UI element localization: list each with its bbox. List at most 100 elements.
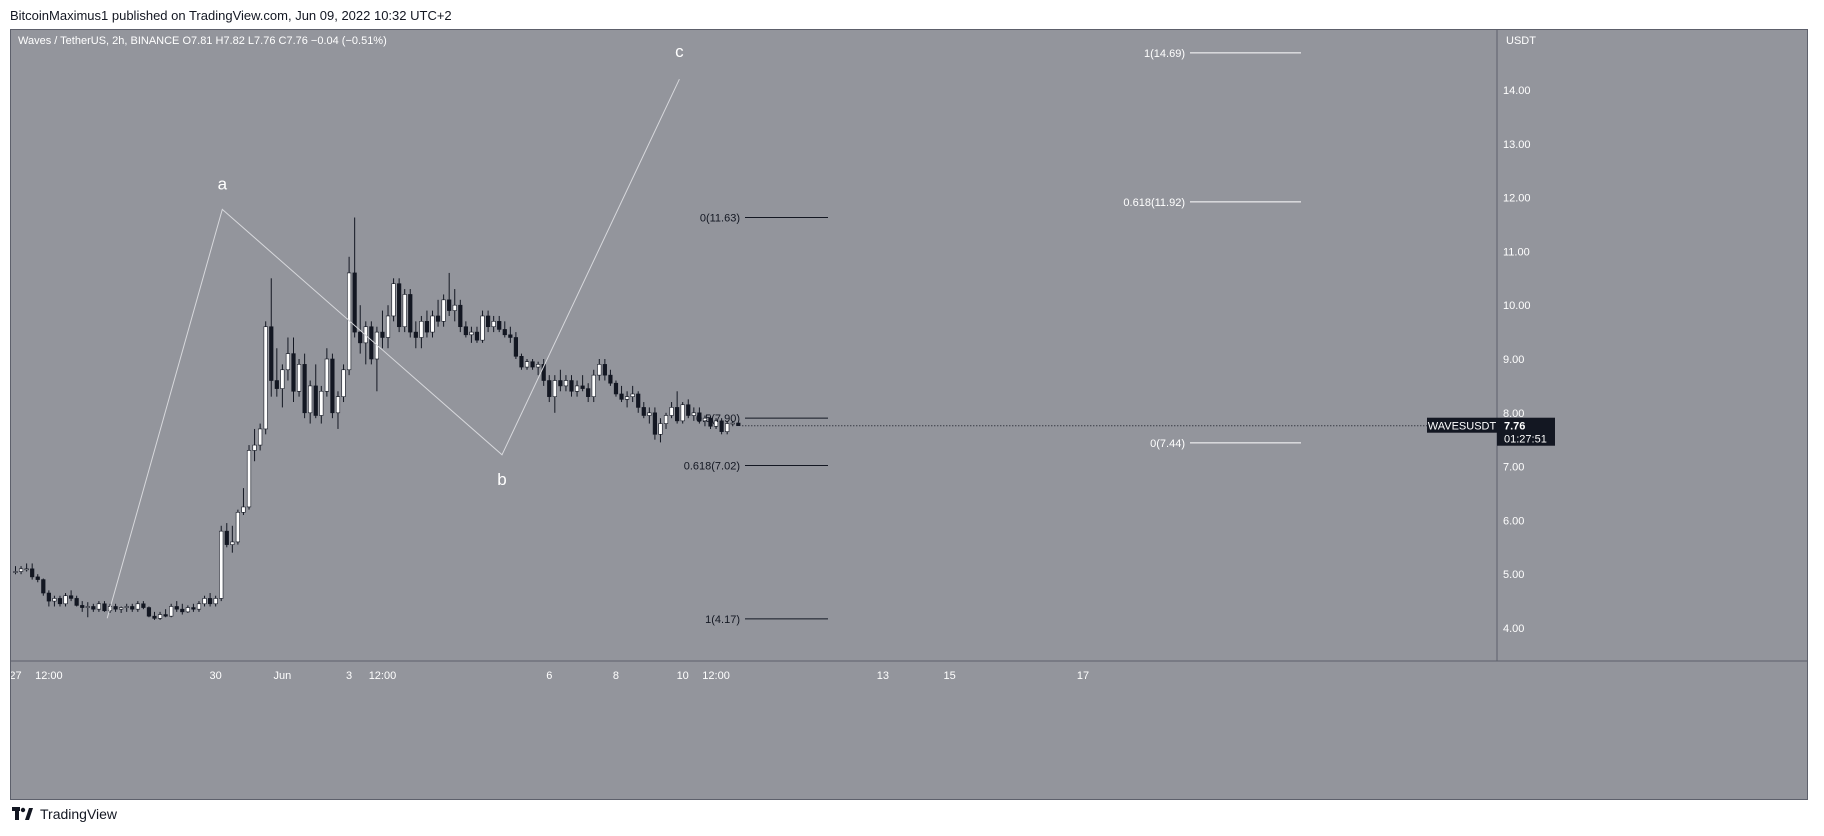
x-tick-label: 3 bbox=[346, 670, 352, 682]
candle-body bbox=[658, 423, 663, 435]
candle-body bbox=[196, 603, 202, 610]
candle-body bbox=[213, 598, 218, 605]
x-tick-label: 13 bbox=[877, 670, 889, 682]
candle-body bbox=[508, 334, 513, 338]
candle-body bbox=[385, 315, 391, 338]
fib-level-label: 0.5(7.90) bbox=[696, 413, 740, 425]
fib-level-label: 0(11.63) bbox=[700, 213, 740, 225]
candle-body bbox=[352, 272, 357, 333]
candle-body bbox=[102, 603, 107, 612]
candle-body bbox=[669, 407, 674, 416]
candle-body bbox=[130, 606, 135, 610]
candle-body bbox=[480, 315, 485, 341]
candle-body bbox=[680, 404, 685, 422]
candle-body bbox=[313, 385, 318, 416]
candle-body bbox=[613, 382, 619, 395]
candle-body bbox=[485, 315, 491, 328]
candle-body bbox=[280, 369, 285, 389]
candle-body bbox=[18, 568, 24, 572]
candle-body bbox=[413, 331, 418, 338]
candle-body bbox=[163, 614, 168, 617]
candle-body bbox=[608, 374, 613, 384]
candle-body bbox=[469, 331, 474, 336]
candle-body bbox=[708, 417, 713, 427]
symbol-info-part: L bbox=[248, 35, 254, 47]
fib-level-label: 1(4.17) bbox=[705, 614, 740, 626]
candle-body bbox=[719, 420, 724, 432]
candle-body bbox=[24, 568, 29, 571]
candle-body bbox=[235, 512, 241, 543]
candle-body bbox=[152, 615, 157, 619]
candle-body bbox=[702, 417, 708, 422]
candle-body bbox=[68, 595, 74, 599]
price-chart[interactable]: USDT 4.00 5.00 6.00 7.00 8.00 9.00 10.00 11.00 12… bbox=[11, 30, 1807, 799]
candle-body bbox=[308, 385, 313, 414]
wave-count-line bbox=[106, 78, 680, 619]
candle-body bbox=[647, 412, 652, 416]
candle-body bbox=[285, 353, 291, 371]
symbol-info-part: C bbox=[279, 35, 287, 47]
candle-body bbox=[536, 364, 541, 368]
candle-body bbox=[141, 603, 146, 608]
candle-body bbox=[46, 592, 51, 602]
candle-body bbox=[675, 407, 680, 422]
symbol-info-part: O bbox=[182, 35, 191, 47]
candle-body bbox=[547, 380, 552, 397]
candle-body bbox=[202, 598, 207, 605]
candle-body bbox=[157, 614, 163, 619]
fib-level-label: 0(7.44) bbox=[1150, 438, 1185, 450]
candle-body bbox=[419, 321, 424, 338]
symbol-info-part: 7.76 bbox=[286, 35, 310, 47]
x-tick-label: 27 bbox=[11, 670, 22, 682]
x-tick-label: 12:00 bbox=[369, 670, 397, 682]
candle-body bbox=[80, 605, 85, 608]
candle-body bbox=[96, 603, 101, 610]
candle-body bbox=[169, 606, 174, 617]
candle-body bbox=[346, 272, 352, 371]
wave-label-c: c bbox=[675, 42, 684, 61]
candle-body bbox=[552, 380, 557, 397]
y-tick-label: 6.00 bbox=[1503, 515, 1524, 527]
y-tick-label: 12.00 bbox=[1503, 193, 1531, 205]
candle-body bbox=[302, 364, 307, 414]
y-tick-label: 9.00 bbox=[1503, 354, 1524, 366]
candle-body bbox=[530, 361, 535, 368]
candle-body bbox=[574, 385, 580, 392]
candle-body bbox=[491, 321, 496, 328]
y-tick-label: 7.00 bbox=[1503, 462, 1524, 474]
candle-body bbox=[563, 380, 569, 387]
candle-body bbox=[252, 444, 257, 451]
chart-panel[interactable]: USDT 4.00 5.00 6.00 7.00 8.00 9.00 10.00 11.00 12… bbox=[10, 29, 1808, 800]
y-tick-label: 8.00 bbox=[1503, 408, 1524, 420]
candle-body bbox=[558, 380, 563, 387]
x-tick-label: 12:00 bbox=[35, 670, 63, 682]
symbol-tag-box bbox=[1427, 417, 1497, 433]
x-tick-label: 30 bbox=[210, 670, 222, 682]
symbol-info-part: 7.82 bbox=[223, 35, 247, 47]
candle-body bbox=[30, 568, 35, 578]
candle-body bbox=[258, 428, 263, 446]
candle-body bbox=[324, 358, 329, 392]
candle-body bbox=[146, 607, 152, 617]
candle-body bbox=[263, 326, 268, 430]
x-tick-label: Jun bbox=[274, 670, 292, 682]
fib-level-label: 0.618(7.02) bbox=[684, 461, 740, 473]
symbol-info-part: 7.81 bbox=[191, 35, 215, 47]
y-tick-label: 14.00 bbox=[1503, 85, 1531, 97]
candle-body bbox=[697, 412, 702, 422]
candle-body bbox=[619, 393, 624, 400]
candle-body bbox=[208, 598, 213, 605]
candle-body bbox=[74, 598, 79, 606]
candle-body bbox=[636, 393, 641, 408]
candle-body bbox=[652, 412, 657, 435]
candle-body bbox=[586, 388, 591, 397]
candle-body bbox=[124, 606, 129, 608]
candle-body bbox=[736, 422, 741, 427]
candle-body bbox=[519, 356, 524, 368]
candle-body bbox=[63, 595, 68, 605]
candle-body bbox=[341, 369, 346, 397]
candle-body bbox=[369, 326, 374, 360]
candle-body bbox=[57, 598, 63, 605]
candle-body bbox=[430, 315, 435, 333]
candle-body bbox=[224, 530, 229, 545]
